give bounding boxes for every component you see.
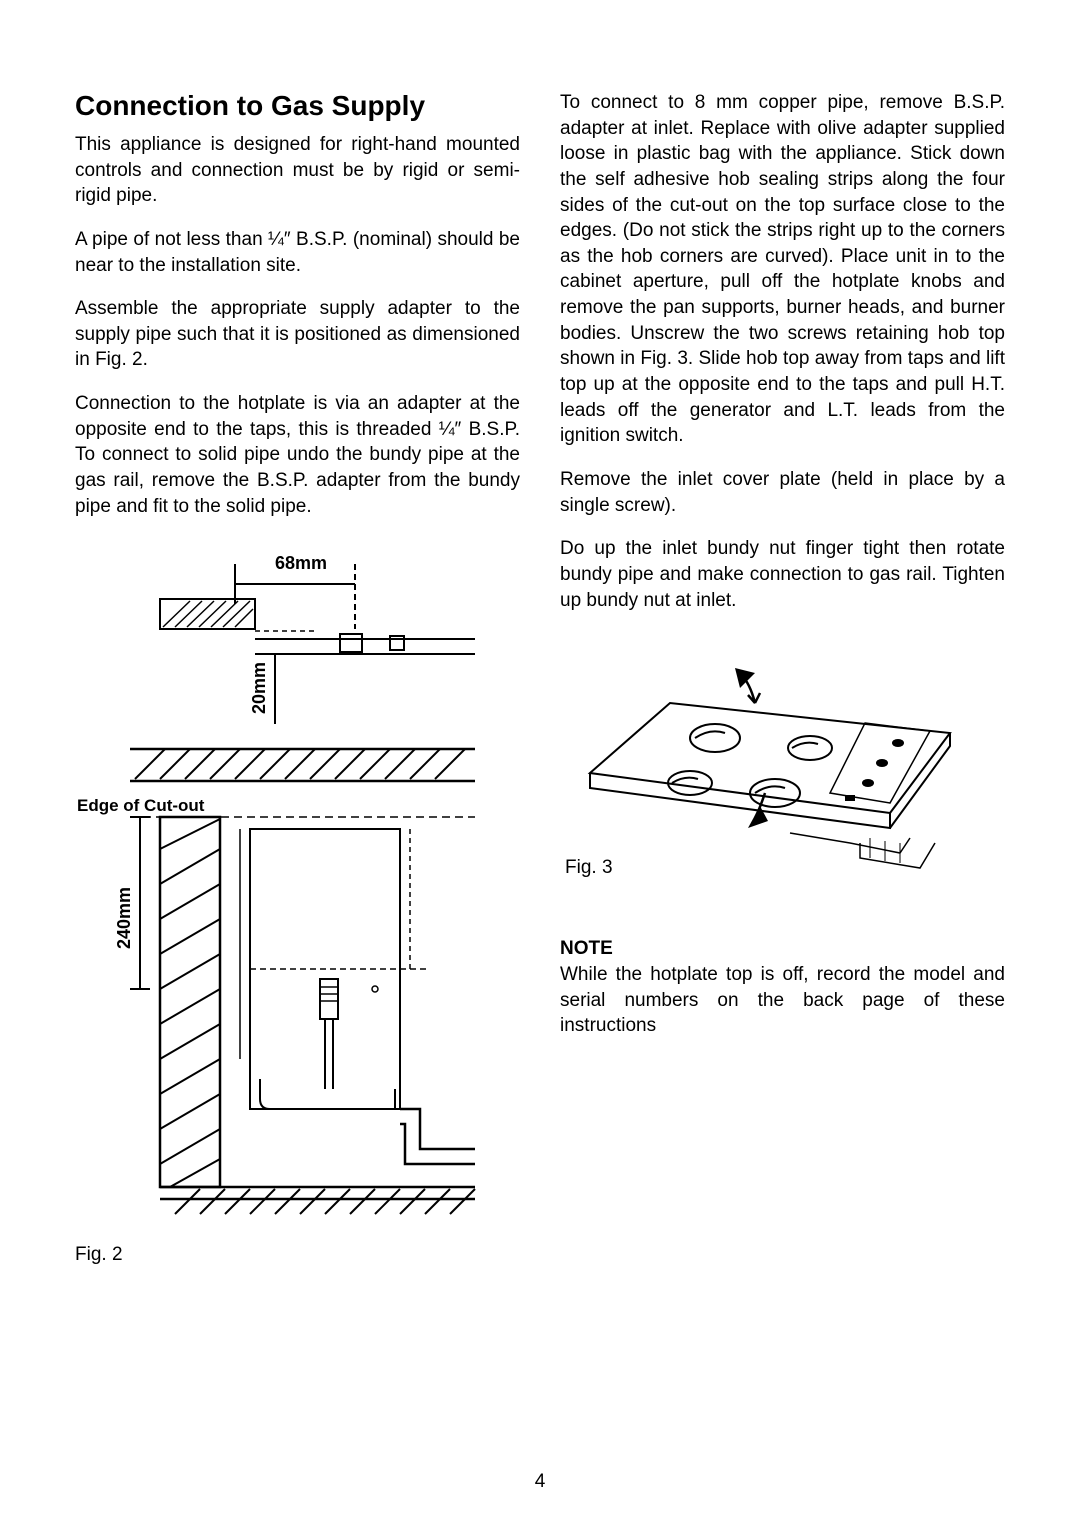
dim-label: 68mm <box>275 553 327 573</box>
figure-2: 68mm <box>75 549 520 1266</box>
hatch-bottom <box>175 1189 475 1214</box>
note-text: While the hotplate top is off, record th… <box>560 962 1005 1039</box>
paragraph: Do up the inlet bundy nut finger tight t… <box>560 536 1005 613</box>
hatch-top <box>160 599 255 629</box>
figure-3: Fig. 3 <box>560 643 1005 908</box>
note-heading: NOTE <box>560 938 1005 960</box>
hatch-left-panel <box>160 819 220 1187</box>
dim-label: 20mm <box>249 662 269 714</box>
left-column: Connection to Gas Supply This appliance … <box>75 90 520 1266</box>
paragraph: To connect to 8 mm copper pipe, remove B… <box>560 90 1005 449</box>
page-number: 4 <box>0 1471 1080 1493</box>
figure-caption: Fig. 2 <box>75 1244 520 1266</box>
paragraph: Remove the inlet cover plate (held in pl… <box>560 467 1005 518</box>
figure-caption: Fig. 3 <box>565 857 613 878</box>
dim-label: 240mm <box>114 887 134 949</box>
paragraph: Assemble the appropriate supply adapter … <box>75 296 520 373</box>
section-heading: Connection to Gas Supply <box>75 90 520 122</box>
fig2-diagram: 68mm <box>75 549 495 1229</box>
edge-label: Edge of Cut-out <box>77 796 205 815</box>
fig3-diagram: Fig. 3 <box>560 643 990 903</box>
paragraph: A pipe of not less than ¼″ B.S.P. (nomin… <box>75 227 520 278</box>
right-column: To connect to 8 mm copper pipe, remove B… <box>560 90 1005 1266</box>
hatch-mid <box>135 749 465 779</box>
paragraph: This appliance is designed for right-han… <box>75 132 520 209</box>
paragraph: Connection to the hotplate is via an ada… <box>75 391 520 519</box>
